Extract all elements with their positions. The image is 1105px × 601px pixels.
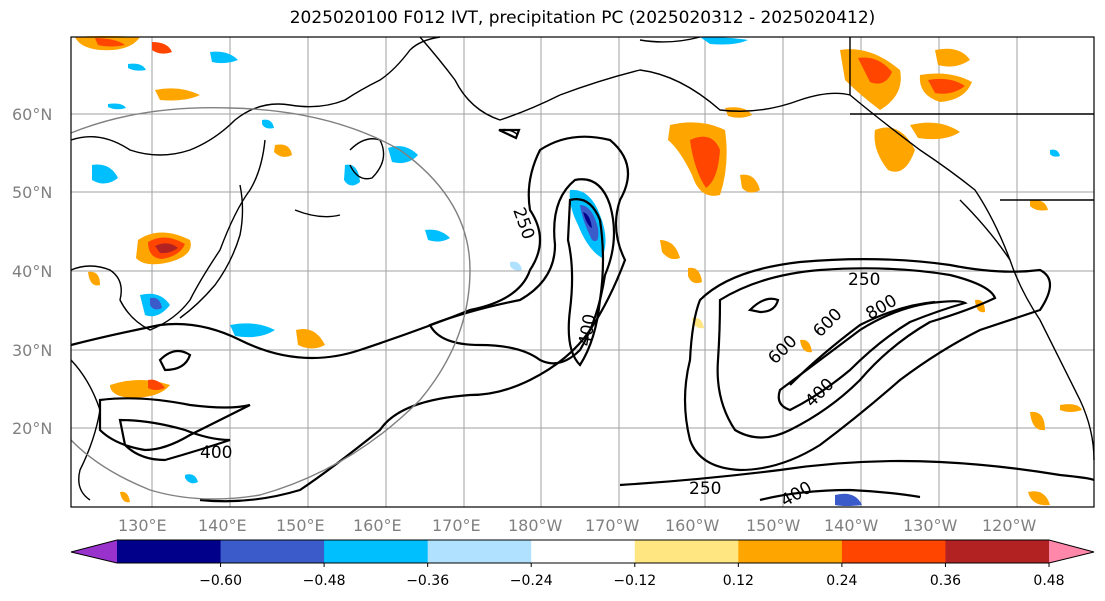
lat-axis-labels: 60°N 50°N 40°N 30°N 20°N bbox=[12, 105, 52, 438]
colorbar-segment bbox=[945, 540, 1050, 563]
precip-positive-anomalies bbox=[75, 36, 1082, 506]
colorbar-segment bbox=[220, 540, 325, 563]
colorbar-tick-label: −0.60 bbox=[199, 573, 242, 589]
colorbar-tick-label: −0.24 bbox=[510, 573, 553, 589]
lon-label: 160°E bbox=[353, 516, 402, 535]
coastlines bbox=[70, 36, 1095, 501]
colorbar: −0.60 −0.48 −0.36 −0.24 −0.12 0.12 0.24 0.36 0.4… bbox=[70, 539, 1095, 589]
ivt-label-250-east: 250 bbox=[848, 270, 880, 290]
colorbar-segment bbox=[738, 540, 843, 563]
colorbar-extend-max bbox=[1049, 540, 1094, 563]
map-panel: 250 400 250 600 800 600 400 400 250 400 bbox=[70, 36, 1095, 511]
lon-label: 170°E bbox=[432, 516, 481, 535]
colorbar-tick-label: −0.48 bbox=[303, 573, 346, 589]
lon-label: 120°W bbox=[982, 516, 1037, 535]
colorbar-tick-label: 0.36 bbox=[930, 573, 961, 589]
lat-label: 60°N bbox=[12, 105, 52, 124]
precip-negative-anomalies bbox=[92, 37, 1060, 506]
colorbar-segment bbox=[427, 540, 532, 563]
colorbar-segment bbox=[324, 540, 429, 563]
lon-label: 180°W bbox=[508, 516, 563, 535]
colorbar-segment bbox=[531, 540, 636, 563]
colorbar-tick-label: −0.12 bbox=[613, 573, 656, 589]
colorbar-segment bbox=[634, 540, 739, 563]
lon-axis-labels: 130°E 140°E 150°E 160°E 170°E 180°W 170°… bbox=[118, 516, 1037, 535]
lon-label: 170°W bbox=[585, 516, 640, 535]
lon-label: 130°W bbox=[903, 516, 958, 535]
lon-label: 140°E bbox=[198, 516, 247, 535]
lat-label: 50°N bbox=[12, 183, 52, 202]
colorbar-tick-label: 0.48 bbox=[1033, 573, 1064, 589]
map-title: 2025020100 F012 IVT, precipitation PC (2… bbox=[289, 8, 876, 28]
ivt-contours bbox=[70, 128, 1095, 503]
colorbar-tick-label: 0.24 bbox=[826, 573, 857, 589]
lon-label: 130°E bbox=[118, 516, 167, 535]
ivt-label-400-west: 400 bbox=[200, 443, 232, 463]
colorbar-segment bbox=[841, 540, 946, 563]
lon-label: 150°E bbox=[276, 516, 325, 535]
colorbar-tick-label: 0.12 bbox=[723, 573, 754, 589]
colorbar-segment bbox=[117, 540, 222, 563]
lon-label: 140°W bbox=[824, 516, 879, 535]
range-circle bbox=[70, 107, 471, 500]
lat-label: 20°N bbox=[12, 419, 52, 438]
lon-label: 150°W bbox=[746, 516, 801, 535]
lon-label: 160°W bbox=[665, 516, 720, 535]
lat-label: 30°N bbox=[12, 341, 52, 360]
ivt-label-250-south: 250 bbox=[689, 479, 721, 499]
lat-label: 40°N bbox=[12, 262, 52, 281]
colorbar-tick-label: −0.36 bbox=[406, 573, 449, 589]
colorbar-extend-min bbox=[71, 540, 117, 563]
